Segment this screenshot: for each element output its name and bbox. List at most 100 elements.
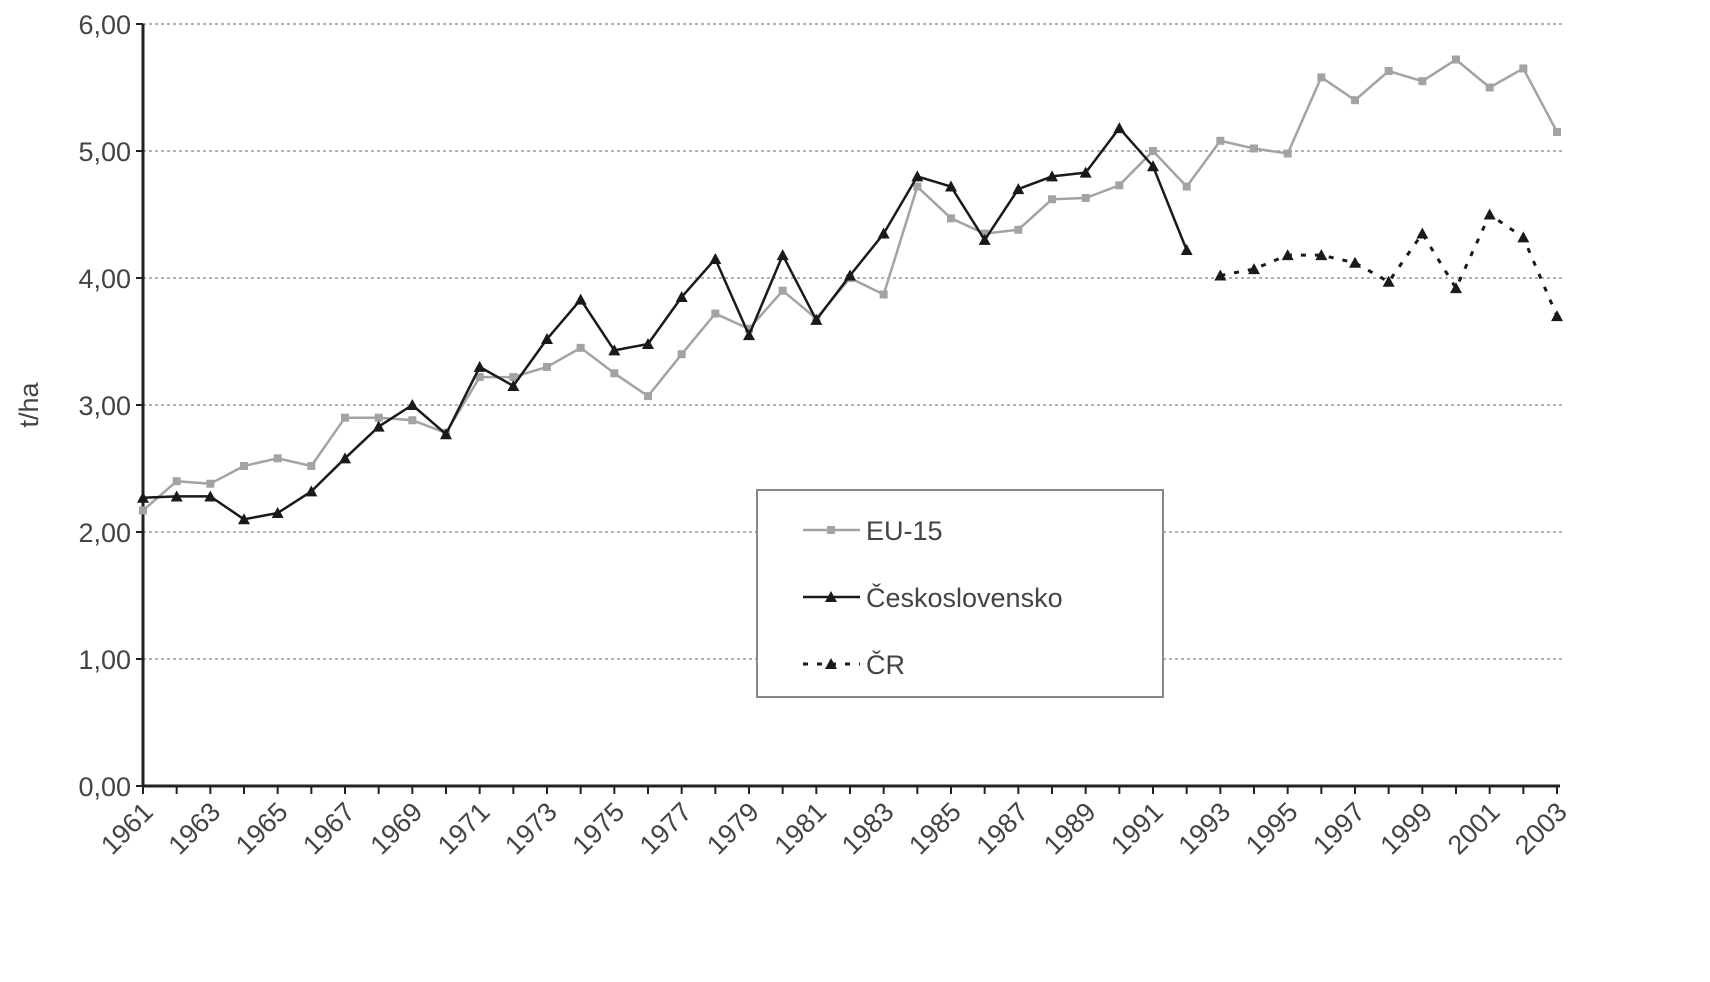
marker [1147, 160, 1159, 172]
x-tick-label: 1985 [903, 797, 967, 861]
marker [1079, 166, 1092, 178]
marker [307, 461, 316, 470]
series-line [142, 58, 1559, 512]
marker [1113, 122, 1126, 134]
marker [675, 291, 688, 303]
legend-box [756, 489, 1164, 698]
marker [1517, 231, 1530, 243]
marker [1416, 227, 1429, 239]
marker [1012, 183, 1025, 195]
marker [238, 513, 250, 525]
marker [879, 290, 888, 299]
marker [574, 293, 587, 305]
marker [911, 170, 924, 182]
x-tick-label: 1963 [163, 797, 227, 861]
x-tick-label: 1973 [499, 797, 563, 861]
series-line [1220, 213, 1559, 317]
marker [1014, 225, 1023, 234]
marker [1553, 127, 1561, 136]
marker [1180, 244, 1193, 256]
x-tick-label: 1981 [769, 797, 833, 861]
marker [1519, 64, 1528, 73]
series-line [142, 126, 1188, 521]
marker [1483, 208, 1496, 220]
marker [1382, 275, 1395, 287]
x-tick-label: 1995 [1240, 797, 1304, 861]
x-tick-label: 1967 [297, 797, 361, 861]
marker [743, 329, 755, 341]
marker [709, 252, 722, 264]
marker [509, 373, 518, 382]
marker [776, 249, 789, 261]
y-tick-label: 6,00 [78, 10, 131, 40]
x-tick-label: 1965 [230, 797, 294, 861]
legend-label: ČR [866, 649, 905, 680]
x-tick-label: 1999 [1375, 797, 1439, 861]
x-tick-label: 1991 [1105, 797, 1169, 861]
marker [913, 182, 922, 191]
marker [1182, 182, 1191, 191]
x-tick-label: 1989 [1038, 797, 1102, 861]
x-tick-label: 2001 [1442, 797, 1506, 861]
legend-label: EU-15 [866, 516, 943, 546]
marker [810, 313, 823, 325]
y-tick-label: 3,00 [78, 391, 131, 421]
marker [1349, 256, 1361, 268]
legend-label: Československo [866, 582, 1063, 613]
marker [1248, 263, 1260, 275]
x-tick-label: 1969 [365, 797, 429, 861]
marker [206, 479, 215, 488]
marker [1418, 77, 1427, 86]
marker [305, 485, 318, 497]
x-tick-label: 1993 [1173, 797, 1237, 861]
marker [374, 413, 383, 422]
marker [271, 506, 284, 518]
x-tick-label: 1987 [971, 797, 1035, 861]
y-tick-label: 4,00 [78, 264, 131, 294]
marker [745, 324, 753, 333]
marker [1115, 181, 1124, 190]
marker [339, 452, 351, 464]
marker [1485, 83, 1494, 92]
marker [1281, 249, 1294, 261]
marker [1551, 310, 1563, 322]
marker [980, 229, 989, 238]
marker [1315, 249, 1328, 261]
marker [1283, 149, 1292, 158]
marker [1351, 96, 1359, 105]
marker [240, 461, 248, 470]
x-tick-label: 1975 [567, 797, 631, 861]
x-tick-label: 1979 [701, 797, 765, 861]
y-tick-label: 1,00 [78, 645, 131, 675]
marker [440, 428, 452, 440]
marker [576, 343, 585, 352]
marker [947, 214, 955, 223]
marker [877, 227, 890, 239]
marker [273, 454, 282, 463]
marker [507, 379, 520, 391]
marker [341, 413, 349, 422]
marker [372, 420, 385, 432]
legend-marker [825, 591, 837, 602]
legend-marker [827, 526, 835, 534]
marker [1317, 73, 1326, 82]
marker [541, 332, 553, 344]
marker [945, 180, 957, 192]
marker [610, 369, 619, 378]
marker [1214, 269, 1227, 281]
y-tick-label: 5,00 [78, 137, 131, 167]
y-tick-label: 0,00 [78, 772, 131, 802]
marker [406, 399, 419, 410]
marker [172, 477, 181, 486]
x-tick-label: 1997 [1307, 797, 1371, 861]
x-tick-label: 1977 [634, 797, 698, 861]
marker [473, 360, 486, 372]
marker [1149, 147, 1157, 155]
marker [204, 490, 217, 502]
marker [978, 233, 991, 245]
marker [608, 344, 621, 356]
marker [1216, 136, 1225, 145]
marker [1250, 144, 1258, 153]
